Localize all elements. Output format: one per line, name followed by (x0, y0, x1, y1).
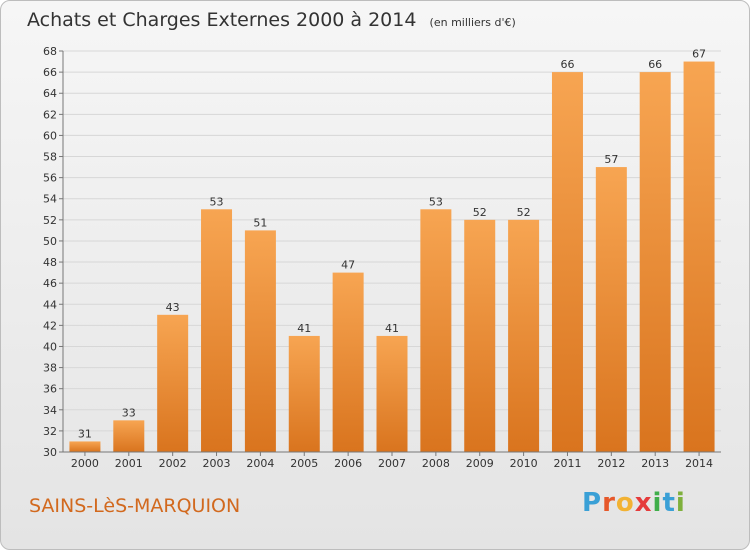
bar (508, 219, 540, 452)
y-tick-label: 60 (43, 129, 57, 142)
data-label: 47 (341, 259, 355, 272)
x-tick-label: 2009 (466, 457, 494, 470)
bar (376, 335, 408, 452)
y-tick-label: 64 (43, 87, 57, 100)
bar (288, 335, 320, 452)
bars (69, 61, 715, 453)
data-label: 66 (648, 58, 662, 71)
data-label: 52 (473, 206, 487, 219)
data-label: 53 (429, 195, 443, 208)
logo-letter: i (652, 488, 663, 518)
data-label: 41 (297, 322, 311, 335)
y-tick-label: 50 (43, 235, 57, 248)
y-tick-label: 48 (43, 256, 57, 269)
logo-letter: i (675, 488, 686, 518)
data-label: 31 (78, 427, 92, 440)
x-tick-label: 2008 (422, 457, 450, 470)
y-tick-label: 44 (43, 298, 57, 311)
title-row: Achats et Charges Externes 2000 à 2014 (… (27, 9, 516, 31)
x-tick-label: 2000 (71, 457, 99, 470)
y-tick-label: 66 (43, 66, 57, 79)
logo-letter: t (662, 488, 676, 518)
bar (639, 72, 671, 453)
bar (201, 209, 233, 452)
bar (157, 314, 189, 452)
data-label: 33 (122, 406, 136, 419)
bar (551, 72, 583, 453)
logo-letter: P (582, 488, 603, 518)
x-tick-label: 2012 (597, 457, 625, 470)
chart-subtitle: (en milliers d'€) (429, 16, 516, 29)
bar (69, 441, 101, 452)
bar (420, 209, 452, 452)
y-tick-label: 54 (43, 193, 57, 206)
bar (595, 167, 627, 452)
chart-title: Achats et Charges Externes 2000 à 2014 (27, 9, 417, 31)
y-tick-label: 58 (43, 151, 57, 164)
data-label: 41 (385, 322, 399, 335)
y-tick-label: 32 (43, 425, 57, 438)
x-tick-label: 2005 (290, 457, 318, 470)
proxiti-logo[interactable]: Proxiti (582, 488, 686, 518)
x-tick-label: 2003 (203, 457, 231, 470)
y-tick-label: 56 (43, 172, 57, 185)
y-tick-label: 34 (43, 404, 57, 417)
data-label: 43 (166, 301, 180, 314)
x-tick-label: 2001 (115, 457, 143, 470)
logo-letter: x (634, 488, 653, 518)
data-label: 66 (560, 58, 574, 71)
y-tick-label: 62 (43, 108, 57, 121)
bar (683, 61, 715, 452)
x-tick-label: 2006 (334, 457, 362, 470)
y-tick-label: 52 (43, 214, 57, 227)
data-label: 57 (604, 153, 618, 166)
commune-name: SAINS-LèS-MARQUION (29, 495, 241, 517)
data-label: 67 (692, 48, 706, 61)
x-tick-label: 2002 (159, 457, 187, 470)
y-tick-label: 30 (43, 446, 57, 459)
y-tick-label: 36 (43, 383, 57, 396)
logo-letter: o (615, 488, 635, 518)
data-label: 53 (210, 195, 224, 208)
x-tick-label: 2013 (641, 457, 669, 470)
data-label: 52 (517, 206, 531, 219)
data-label: 51 (253, 216, 267, 229)
bar (464, 219, 496, 452)
x-tick-label: 2014 (685, 457, 713, 470)
y-tick-label: 40 (43, 340, 57, 353)
x-tick-label: 2007 (378, 457, 406, 470)
x-tick-label: 2004 (246, 457, 274, 470)
logo-letter: r (602, 488, 616, 518)
bar (332, 272, 364, 452)
bar (244, 230, 276, 452)
y-tick-label: 68 (43, 45, 57, 58)
y-tick-label: 46 (43, 277, 57, 290)
y-tick-label: 42 (43, 319, 57, 332)
x-tick-label: 2010 (510, 457, 538, 470)
x-tick-label: 2011 (553, 457, 581, 470)
axes (59, 50, 721, 456)
y-tick-label: 38 (43, 362, 57, 375)
bar (113, 420, 145, 452)
labels: 30 32 34 36 38 40 42 44 46 48 50 52 54 56 58 60 62 64 66 68… (43, 45, 713, 470)
